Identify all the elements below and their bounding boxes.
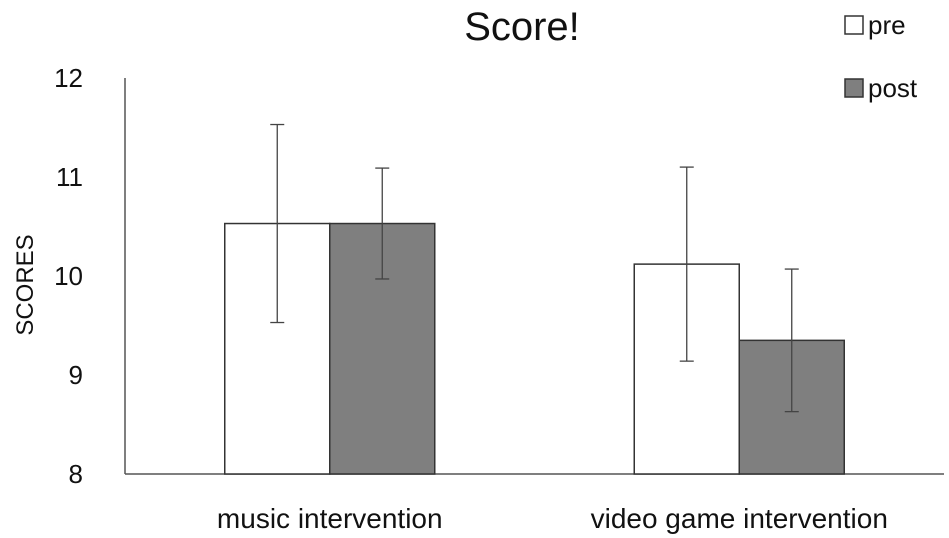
y-tick-label: 12 bbox=[54, 63, 83, 93]
legend-label-pre: pre bbox=[868, 10, 906, 40]
category-label-0: music intervention bbox=[217, 503, 443, 534]
legend-label-post: post bbox=[868, 73, 918, 103]
category-labels: music intervention video game interventio… bbox=[217, 503, 888, 534]
bars bbox=[224, 222, 845, 475]
error-bars bbox=[270, 123, 799, 413]
category-label-1: video game intervention bbox=[591, 503, 888, 534]
y-tick-label: 8 bbox=[69, 459, 83, 489]
y-tick-label: 10 bbox=[54, 261, 83, 291]
y-tick-label: 9 bbox=[69, 360, 83, 390]
legend-swatch-post bbox=[844, 78, 864, 98]
y-tick-labels: 8 9 10 11 12 bbox=[54, 63, 83, 489]
y-tick-label: 11 bbox=[56, 162, 83, 192]
y-axis-label: SCORES bbox=[12, 234, 39, 335]
chart-title: Score! bbox=[464, 5, 580, 49]
legend: pre post bbox=[844, 10, 918, 103]
legend-swatch-pre bbox=[844, 15, 864, 35]
